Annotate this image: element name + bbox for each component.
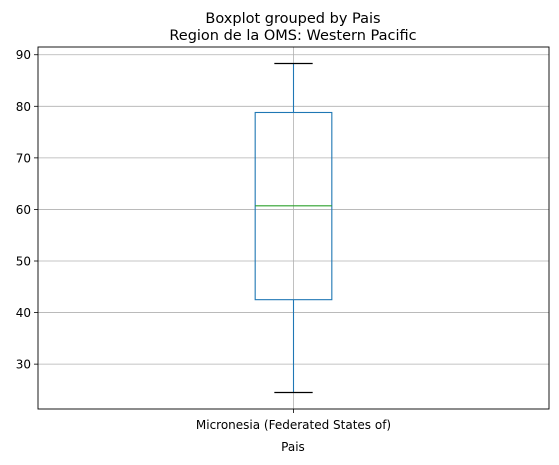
y-tick-label: 60 (16, 203, 31, 217)
y-tick-label: 40 (16, 306, 31, 320)
plot-frame (37, 46, 550, 410)
box-layer (254, 62, 333, 394)
x-axis-label: Pais (281, 440, 305, 454)
y-tick-label: 70 (16, 151, 31, 165)
y-tick-label: 30 (16, 358, 31, 372)
chart-title: Region de la OMS: Western Pacific (169, 28, 416, 44)
x-tick-label: Micronesia (Federated States of) (196, 418, 391, 432)
chart-suptitle: Boxplot grouped by Pais (205, 11, 380, 27)
y-tick-label: 90 (16, 48, 31, 62)
y-tick-label: 80 (16, 100, 31, 114)
y-tick-label: 50 (16, 255, 31, 269)
axis-layer: 30 40 50 60 70 80 90 Micronesia (Federated Stat… (16, 48, 391, 432)
